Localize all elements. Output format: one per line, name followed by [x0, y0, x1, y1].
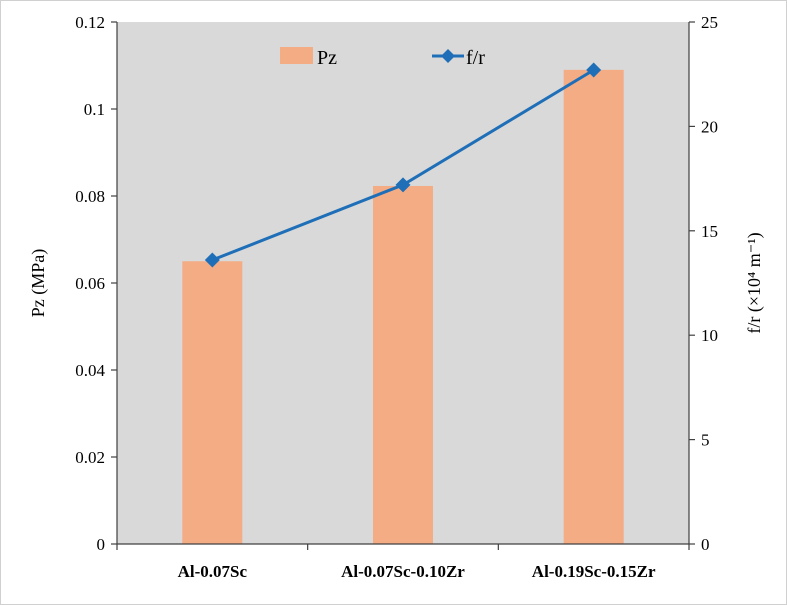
legend: Pz f/r: [280, 47, 485, 69]
x-tick-label: Al-0.19Sc-0.15Zr: [532, 562, 656, 581]
point-fr-1: [204, 252, 220, 268]
y-axis-right-title: f/r (×10⁴ m⁻¹): [744, 232, 765, 333]
y-axis-left-title: Pz (MPa): [28, 249, 49, 318]
y-right-tick-label: 25: [701, 13, 718, 32]
y-left-tick-label: 0.1: [84, 100, 105, 119]
x-tick-label: Al-0.07Sc: [178, 562, 248, 581]
y-right-tick-label: 0: [701, 535, 710, 554]
bar-pz-3: [563, 69, 624, 544]
legend-swatch-pz: [280, 47, 313, 64]
y-left-tick-label: 0.12: [75, 13, 105, 32]
y-right-tick-label: 15: [701, 222, 718, 241]
y-left-tick-label: 0.02: [75, 448, 105, 467]
legend-label-pz: Pz: [317, 47, 337, 69]
y-right-tick-label: 20: [701, 117, 718, 136]
y-left-tick-label: 0.04: [75, 361, 105, 380]
legend-swatch-fr-marker: [441, 49, 455, 63]
y-right-tick-label: 10: [701, 326, 718, 345]
bar-pz-1: [182, 261, 243, 544]
y-left-tick-label: 0.08: [75, 187, 105, 206]
point-fr-2: [395, 177, 411, 193]
y-right-tick-label: 5: [701, 431, 710, 450]
y-left-tick-label: 0: [97, 535, 106, 554]
point-fr-3: [586, 62, 602, 78]
legend-label-fr: f/r: [466, 47, 485, 69]
x-tick-label: Al-0.07Sc-0.10Zr: [341, 562, 465, 581]
y-left-tick-label: 0.06: [75, 274, 105, 293]
bar-pz-2: [373, 185, 433, 544]
